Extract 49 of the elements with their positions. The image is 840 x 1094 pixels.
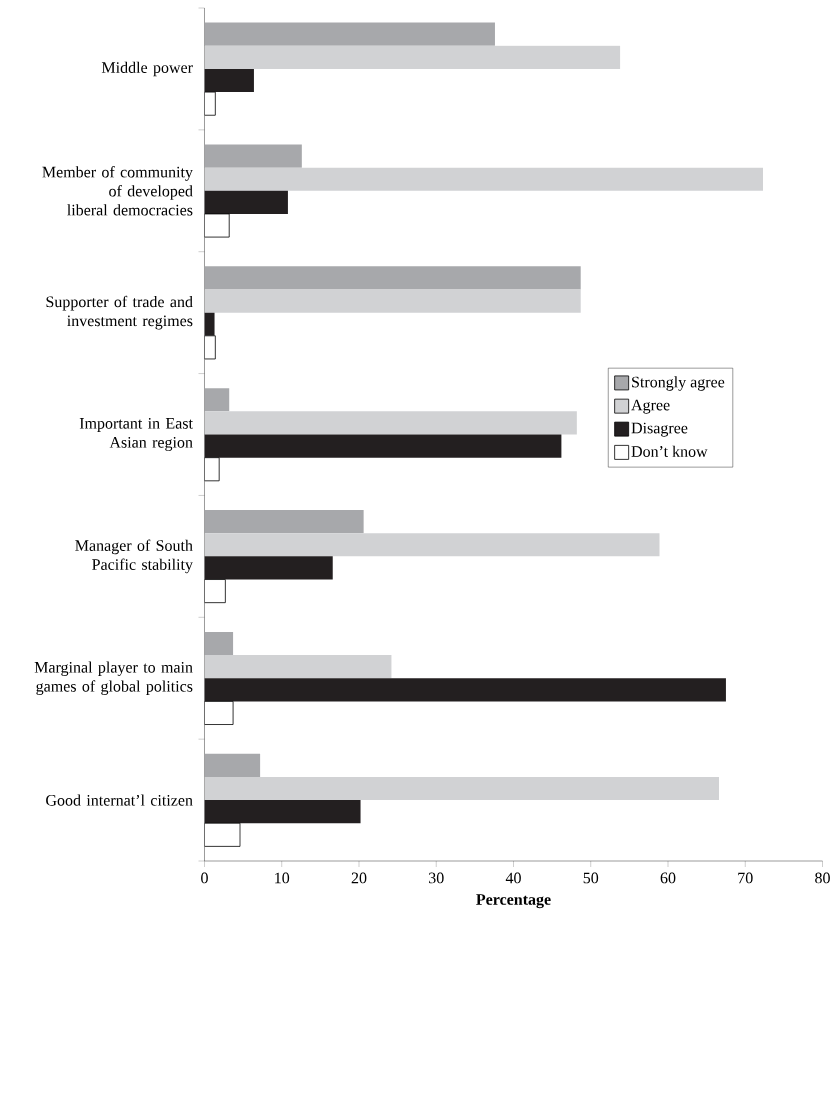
x-tick-label: 0 bbox=[201, 872, 208, 884]
bar bbox=[204, 800, 361, 824]
bar bbox=[204, 700, 234, 725]
bar bbox=[204, 190, 288, 214]
bar bbox=[204, 144, 302, 168]
legend-label: Agree bbox=[631, 399, 670, 414]
bar bbox=[204, 167, 764, 191]
bar bbox=[204, 411, 577, 435]
bar bbox=[204, 335, 216, 360]
bar bbox=[204, 556, 333, 580]
x-tick-label: 80 bbox=[815, 872, 830, 884]
bar bbox=[204, 22, 495, 46]
bar bbox=[204, 510, 364, 534]
x-tick-label: 10 bbox=[275, 872, 290, 884]
bar bbox=[204, 434, 562, 458]
bar bbox=[204, 579, 226, 604]
x-tick-label: 20 bbox=[351, 872, 367, 884]
bar bbox=[204, 266, 581, 290]
x-tick-label: 60 bbox=[660, 872, 676, 884]
bar bbox=[204, 822, 241, 847]
y-tick-label: Middle power bbox=[101, 61, 193, 77]
y-tick-label: Good internat’l citizen bbox=[46, 794, 193, 806]
bar bbox=[204, 753, 261, 777]
bar bbox=[204, 312, 215, 336]
legend-label: Don’t know bbox=[631, 445, 708, 457]
y-tick-label: Supporter of trade and investment regimes bbox=[46, 295, 193, 330]
y-tick-label: Important in East Asian region bbox=[79, 417, 193, 452]
bar bbox=[204, 631, 234, 656]
legend-label: Disagree bbox=[631, 422, 688, 437]
bar bbox=[204, 68, 254, 93]
x-tick-label: 40 bbox=[505, 872, 521, 884]
bar bbox=[204, 91, 216, 116]
bar bbox=[204, 289, 581, 313]
bar bbox=[204, 213, 230, 238]
bar bbox=[204, 776, 719, 801]
legend-label: Strongly agree bbox=[632, 376, 725, 391]
y-tick-label: Manager of South Pacific stability bbox=[75, 539, 193, 574]
bar bbox=[204, 678, 726, 702]
bar bbox=[204, 388, 230, 412]
bar bbox=[204, 533, 660, 557]
x-tick-label: 50 bbox=[583, 872, 599, 884]
bar bbox=[204, 655, 392, 679]
x-axis-title: Percentage bbox=[476, 894, 551, 909]
bar bbox=[204, 457, 220, 482]
x-tick-label: 70 bbox=[738, 872, 753, 884]
y-tick-label: Marginal player to main games of global politics bbox=[34, 661, 193, 695]
y-tick-label: Member of community of developed liberal democracies bbox=[42, 166, 193, 216]
x-tick-label: 30 bbox=[429, 872, 444, 884]
bar bbox=[204, 45, 621, 69]
